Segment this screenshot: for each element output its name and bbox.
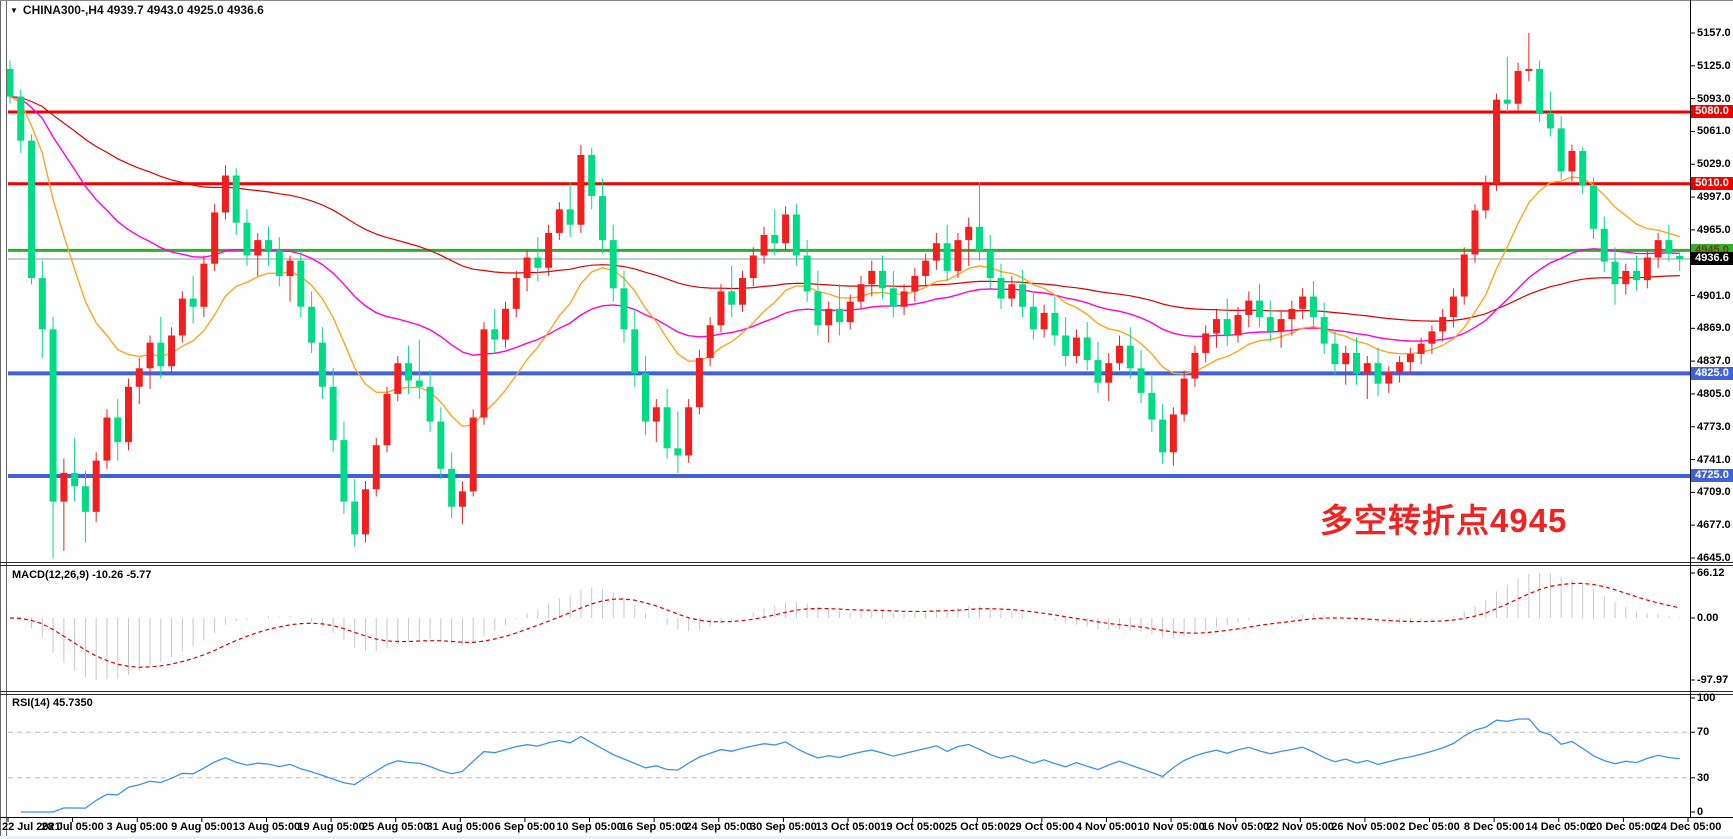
price-scale-label: 4805.0 — [1697, 387, 1731, 400]
date-tick-label: 9 Aug 05:00 — [171, 821, 233, 833]
date-tick-label: 10 Sep 05:00 — [556, 821, 623, 833]
date-tick-label: 2 Dec 05:00 — [1399, 821, 1460, 833]
candlestick-series — [6, 33, 1684, 558]
horizontal-price-lines — [8, 110, 1690, 478]
macd-histogram — [20, 573, 1681, 680]
date-tick-label: 4 Nov 05:00 — [1075, 821, 1138, 833]
date-tick-label: 24 Dec 05:00 — [1654, 821, 1722, 833]
trend-annotation-text: 多空转折点4945 — [1320, 502, 1568, 539]
date-tick-label: 6 Sep 05:00 — [494, 821, 556, 833]
price-scale-label: 4965.0 — [1697, 223, 1731, 236]
ma-mid-line — [9, 95, 1680, 356]
price-line-badge: 5010.0 — [1691, 177, 1733, 191]
price-line-badge: 4825.0 — [1691, 366, 1733, 380]
date-tick-label: 24 Sep 05:00 — [685, 821, 753, 833]
date-tick-label: 28 Jul 05:00 — [41, 821, 104, 833]
price-scale-label: 5157.0 — [1697, 27, 1731, 39]
window-bottom-strip — [0, 836, 1733, 839]
price-line-badge: 4725.0 — [1691, 469, 1733, 483]
date-tick-label: 26 Nov 05:00 — [1331, 821, 1399, 833]
symbol-ohlc-title: CHINA300-,H4 4939.7 4943.0 4925.0 4936.6 — [22, 3, 264, 17]
date-tick-label: 31 Aug 05:00 — [426, 821, 495, 833]
date-tick-label: 19 Oct 05:00 — [880, 821, 946, 833]
date-tick-label: 10 Nov 05:00 — [1137, 821, 1205, 833]
price-scale-label: 5061.0 — [1697, 125, 1731, 138]
date-tick-label: 16 Nov 05:00 — [1202, 821, 1270, 833]
date-tick-label: 29 Oct 05:00 — [1009, 821, 1075, 833]
rsi-indicator-label: RSI(14) 45.7350 — [12, 697, 93, 709]
date-tick-label: 20 Dec 05:00 — [1590, 821, 1657, 833]
date-tick-label: 13 Aug 05:00 — [232, 821, 301, 833]
date-tick-label: 14 Dec 05:00 — [1525, 821, 1593, 833]
rsi-scale-label: 100 — [1697, 692, 1716, 704]
macd-scale-label: 0.00 — [1697, 612, 1719, 624]
price-scale-label: 4901.0 — [1697, 289, 1731, 302]
rsi-scale-label: 0 — [1697, 806, 1704, 818]
price-scale-label: 5093.0 — [1697, 92, 1731, 105]
date-tick-label: 3 Aug 05:00 — [106, 821, 168, 833]
price-scale-label: 4709.0 — [1697, 486, 1731, 499]
price-line-badge: 5080.0 — [1691, 105, 1733, 119]
rsi-line — [20, 718, 1680, 813]
price-scale-label: 4997.0 — [1697, 191, 1731, 204]
rsi-levels — [8, 731, 1690, 779]
date-tick-label: 25 Oct 05:00 — [944, 821, 1010, 833]
rsi-scale-label: 30 — [1697, 771, 1710, 784]
symbol-dropdown-icon[interactable]: ▼ — [10, 5, 18, 15]
price-scale-label: 5125.0 — [1697, 59, 1731, 72]
price-scale-label: 4837.0 — [1697, 355, 1731, 368]
date-tick-label: 8 Dec 05:00 — [1463, 821, 1525, 833]
ma-fast-line — [9, 95, 1680, 427]
date-tick-label: 19 Aug 05:00 — [297, 821, 365, 833]
date-tick-label: 22 Nov 05:00 — [1266, 821, 1334, 833]
macd-signal-line — [9, 582, 1680, 668]
price-scale-label: 5029.0 — [1697, 158, 1731, 171]
date-tick-label: 16 Sep 05:00 — [620, 821, 688, 833]
ma-slow-line — [9, 96, 1680, 322]
macd-indicator-label: MACD(12,26,9) -10.26 -5.77 — [12, 569, 152, 581]
date-tick-label: 13 Oct 05:00 — [815, 821, 881, 833]
date-tick-label: 22 Jul 2021 — [2, 821, 61, 833]
price-scale-label: 4741.0 — [1697, 453, 1731, 466]
current-price-badge: 4936.6 — [1691, 252, 1733, 266]
symbol-header: ▼ CHINA300-,H4 4939.7 4943.0 4925.0 4936… — [10, 3, 264, 17]
price-scale-label: 4677.0 — [1697, 519, 1731, 532]
price-scale-label: 4645.0 — [1697, 552, 1731, 564]
macd-scale-label: -97.97 — [1697, 674, 1729, 686]
price-scale-label: 4773.0 — [1697, 420, 1731, 433]
macd-scale-label: 66.12 — [1697, 567, 1725, 579]
rsi-scale-label: 70 — [1697, 726, 1710, 739]
date-tick-label: 25 Aug 05:00 — [361, 821, 430, 833]
date-tick-label: 30 Sep 05:00 — [750, 821, 817, 833]
price-scale-label: 4869.0 — [1697, 322, 1731, 335]
